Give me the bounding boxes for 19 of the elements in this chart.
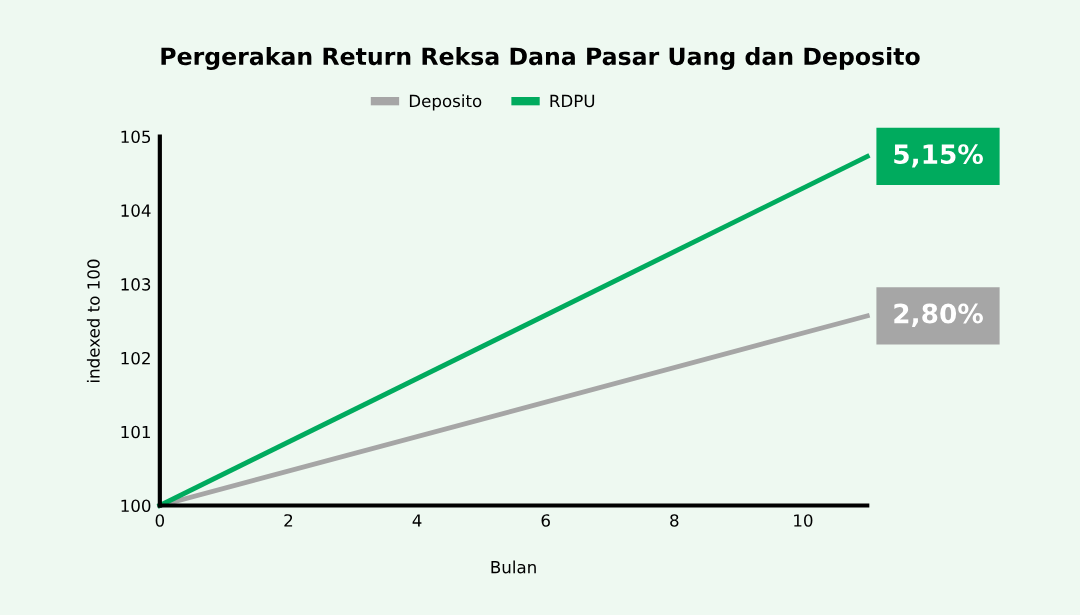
x-tick-label: 2: [284, 514, 293, 527]
legend-label: RDPU: [550, 94, 595, 108]
y-tick-label: 102: [121, 351, 150, 365]
x-tick-label: 8: [670, 514, 679, 527]
x-tick-label: 0: [155, 514, 165, 527]
y-tick-label: 100: [121, 499, 151, 513]
y-tick-label: 104: [121, 204, 151, 217]
y-tick-label: 105: [121, 130, 151, 144]
x-tick-label: 4: [412, 514, 422, 527]
legend-label: Deposito: [409, 94, 482, 111]
x-tick-label: 6: [541, 514, 550, 527]
x-axis-title: Bulan: [491, 560, 536, 574]
y-axis-title: indexed to 100: [86, 259, 100, 382]
annotation: 5,15%: [894, 144, 983, 168]
y-tick-label: 101: [121, 425, 150, 439]
x-tick-label: 10: [794, 514, 813, 527]
annotation: 2,80%: [894, 303, 983, 327]
y-tick-label: 103: [121, 278, 151, 291]
chart-title: Pergerakan Return Reksa Dana Pasar Uang dan Deposito: [161, 46, 920, 70]
